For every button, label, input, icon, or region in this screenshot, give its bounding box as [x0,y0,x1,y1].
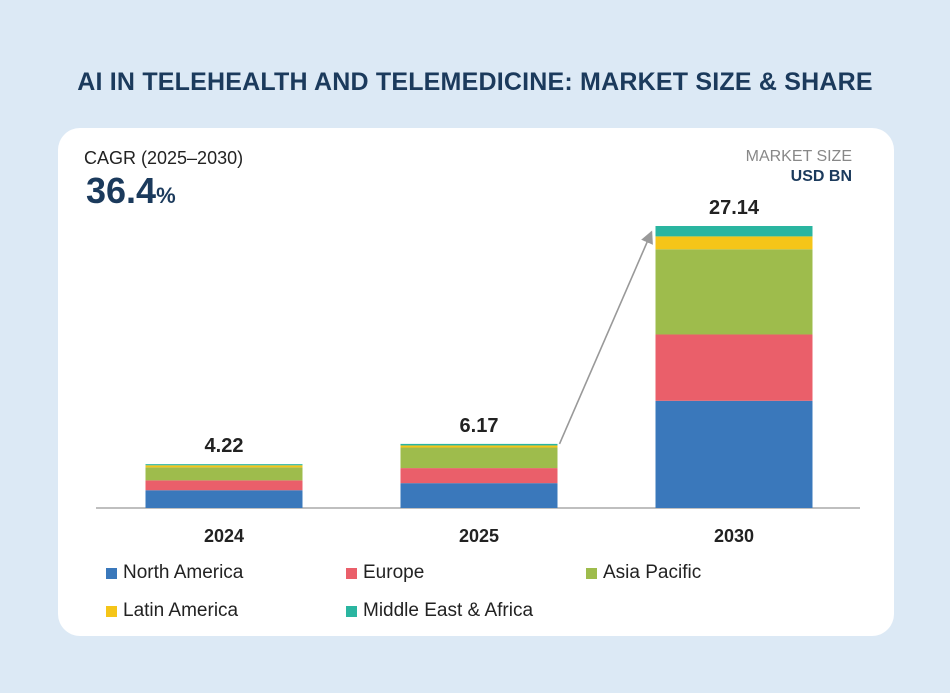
cagr-label: CAGR (2025–2030) [84,148,244,168]
total-label-2024: 4.22 [205,435,244,457]
bar-2030-asia-pacific [655,249,813,335]
bar-2025-middle-east-africa [400,443,558,446]
chart-title: AI IN TELEHEALTH AND TELEMEDICINE: MARKE… [77,68,873,96]
bar-2030-middle-east-africa [655,226,813,237]
x-tick-label-2024: 2024 [204,526,244,546]
bar-2025-latin-america [400,445,558,448]
bar-2024-middle-east-africa [145,464,303,466]
bar-2030-north-america [655,400,813,508]
cagr-value: 36.4% [86,170,176,212]
bar-2025-europe [400,468,558,484]
stacked-bar-chart: 4.22 2024 6.17 2025 27.14 2030 [96,197,860,546]
bar-2025-asia-pacific [400,447,558,469]
bar-2024-north-america [145,490,303,508]
total-label-2025: 6.17 [460,415,499,437]
chart-card: CAGR (2025–2030) 36.4% MARKET SIZE USD B… [58,128,894,636]
total-label-2030: 27.14 [709,197,760,219]
x-tick-label-2025: 2025 [459,526,499,546]
bar-2024-asia-pacific [145,467,303,481]
bar-2025-north-america [400,483,558,508]
bar-2030-europe [655,334,813,401]
growth-arrow [558,230,653,445]
cagr-percent-sign: % [156,183,176,208]
bar-2024-europe [145,480,303,491]
unit-value: USD BN [790,168,852,185]
bar-2030-latin-america [655,236,813,250]
bar-2024-latin-america [145,465,303,468]
cagr-number: 36.4 [86,170,157,211]
unit-label: MARKET SIZE [745,148,852,165]
x-tick-label-2030: 2030 [714,526,754,546]
